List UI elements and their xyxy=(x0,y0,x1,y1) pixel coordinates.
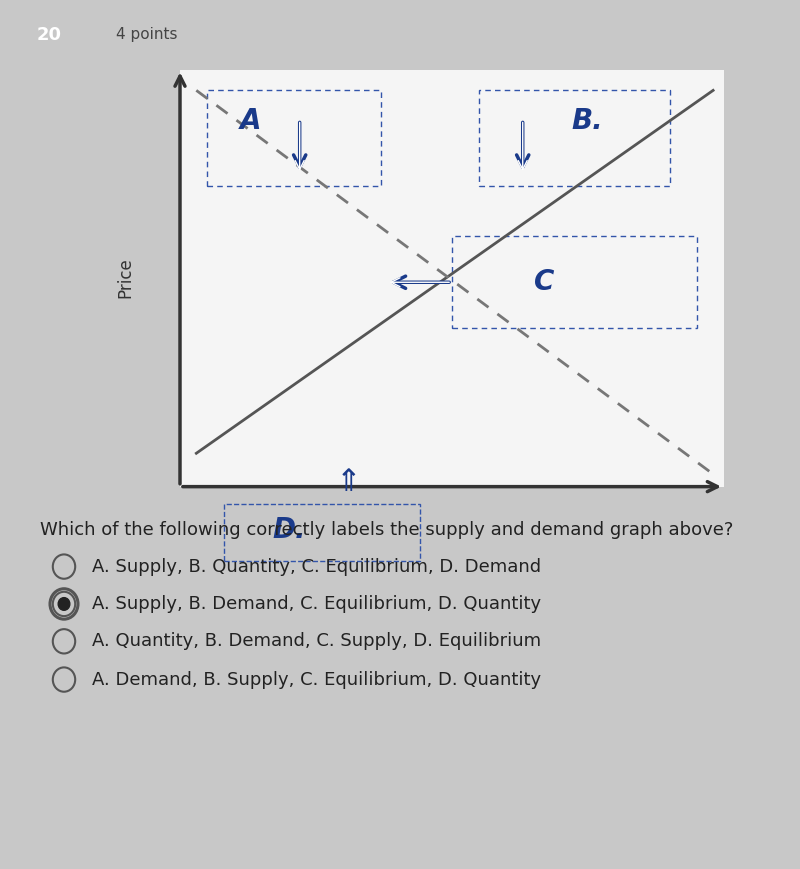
Text: A: A xyxy=(240,107,262,135)
Bar xyxy=(479,90,670,186)
Text: Which of the following correctly labels the supply and demand graph above?: Which of the following correctly labels … xyxy=(40,521,734,540)
Text: A. Supply, B. Quantity, C. Equilibrium, D. Demand: A. Supply, B. Quantity, C. Equilibrium, … xyxy=(92,558,541,575)
Text: 4 points: 4 points xyxy=(116,27,178,43)
Text: Price: Price xyxy=(117,258,134,298)
Text: A. Demand, B. Supply, C. Equilibrium, D. Quantity: A. Demand, B. Supply, C. Equilibrium, D.… xyxy=(92,671,541,688)
Text: B.: B. xyxy=(572,107,603,135)
Bar xyxy=(452,236,697,328)
Text: A. Supply, B. Demand, C. Equilibrium, D. Quantity: A. Supply, B. Demand, C. Equilibrium, D.… xyxy=(92,595,541,613)
Text: 20: 20 xyxy=(37,26,62,44)
Text: C: C xyxy=(534,269,554,296)
Bar xyxy=(207,90,382,186)
Text: D.: D. xyxy=(272,516,306,544)
Text: A. Quantity, B. Demand, C. Supply, D. Equilibrium: A. Quantity, B. Demand, C. Supply, D. Eq… xyxy=(92,633,541,650)
Text: ⇑: ⇑ xyxy=(335,468,361,497)
